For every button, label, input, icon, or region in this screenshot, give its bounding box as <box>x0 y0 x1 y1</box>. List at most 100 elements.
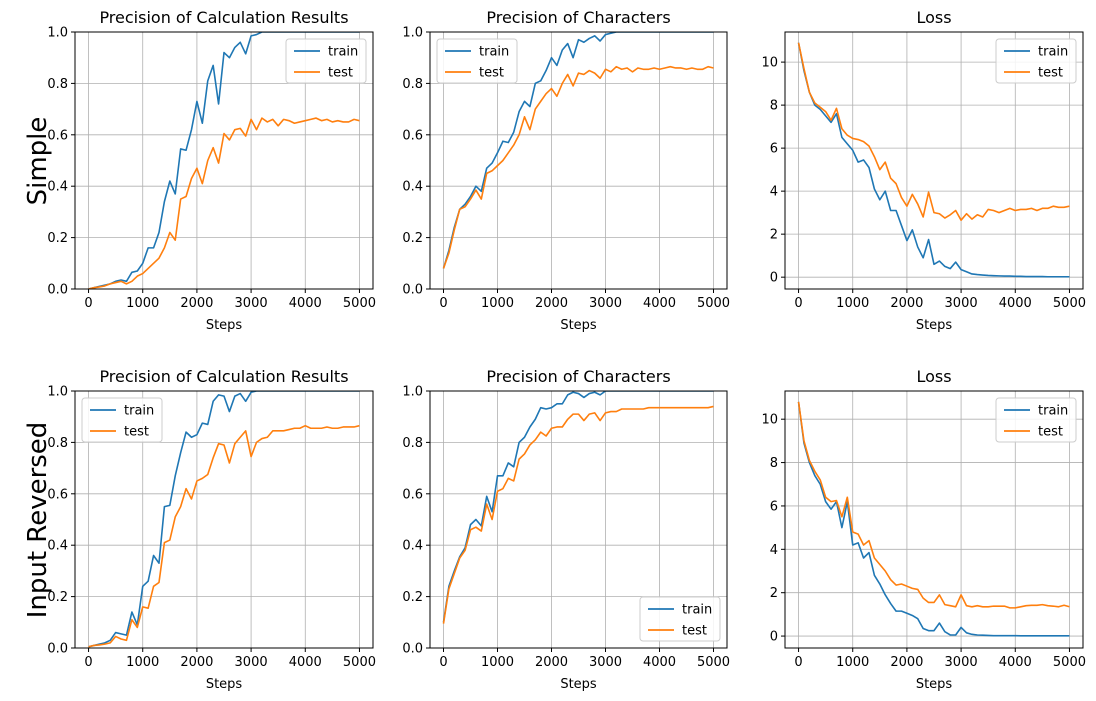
panel-2-ytick-label-4: 0.8 <box>402 77 423 92</box>
panel-2-legend-label-test: test <box>479 66 504 81</box>
panel-4-ytick-label-4: 0.8 <box>47 436 68 451</box>
panel-3-xtick-label-0: 0 <box>794 296 802 311</box>
panel-3-xtick-label-1: 1000 <box>836 296 869 311</box>
panel-3-xtick-label-3: 3000 <box>945 296 978 311</box>
panel-5-ytick-label-5: 1.0 <box>402 385 423 400</box>
panel-2-legend-label-train: train <box>479 45 509 60</box>
panel-3-ytick-label-1: 2 <box>770 228 778 243</box>
panel-6-xtick-label-5: 5000 <box>1053 655 1086 670</box>
panel-2-ytick-label-3: 0.6 <box>402 128 423 143</box>
panel-1-xtick-label-2: 2000 <box>180 296 213 311</box>
panel-4-xtick-label-5: 5000 <box>343 655 376 670</box>
panel-3-xlabel: Steps <box>916 318 953 333</box>
panel-2-legend: train test <box>436 38 518 84</box>
panel-3-legend-label-test: test <box>1038 66 1063 81</box>
panel-6-axes-frame <box>784 390 1084 649</box>
panel-3: 0 1000 2000 3000 4000 5000 0 2 4 6 8 10 Loss Steps tra… <box>761 8 1086 333</box>
panel-2-ytick-label-1: 0.2 <box>402 231 423 246</box>
panel-5-legend: train test <box>639 596 721 642</box>
panel-1-legend: train test <box>285 38 367 84</box>
panel-6-title: Loss <box>916 367 951 386</box>
panel-4-legend: train test <box>81 397 163 443</box>
panel-2-ytick-label-5: 1.0 <box>402 26 423 41</box>
panel-1-xtick-label-0: 0 <box>84 296 92 311</box>
panel-6-xtick-label-4: 4000 <box>999 655 1032 670</box>
panel-4-legend-label-test: test <box>124 425 149 440</box>
row-label-simple: Simple <box>23 117 53 206</box>
panel-1-legend-label-train: train <box>328 45 358 60</box>
panel-6-ytick-label-0: 0 <box>770 630 778 645</box>
panel-2-axes-frame <box>429 31 728 290</box>
panel-4-title: Precision of Calculation Results <box>99 367 348 386</box>
panel-2-xtick-label-5: 5000 <box>697 296 730 311</box>
panel-3-series-test <box>797 42 1070 221</box>
panel-6-ytick-label-2: 4 <box>770 543 778 558</box>
panel-5-ytick-label-0: 0.0 <box>402 642 423 657</box>
panel-5-xtick-label-1: 1000 <box>481 655 514 670</box>
panel-4-xtick-label-3: 3000 <box>235 655 268 670</box>
panel-1-ytick-label-4: 0.8 <box>47 77 68 92</box>
panel-1-xtick-label-4: 4000 <box>289 296 322 311</box>
panel-1-axes-frame <box>74 31 374 290</box>
panel-1-xtick-label-5: 5000 <box>343 296 376 311</box>
panel-5-axes-frame <box>429 390 728 649</box>
panel-1-ytick-label-3: 0.6 <box>47 128 68 143</box>
panel-1-title: Precision of Calculation Results <box>99 8 348 27</box>
panel-3-ytick-label-3: 6 <box>770 142 778 157</box>
panel-1-ytick-label-1: 0.2 <box>47 231 68 246</box>
panel-6-xtick-label-2: 2000 <box>890 655 923 670</box>
panel-2-ytick-label-2: 0.4 <box>402 180 423 195</box>
panel-3-legend-label-train: train <box>1038 45 1068 60</box>
panel-3-ytick-label-0: 0 <box>770 271 778 286</box>
panel-5-xtick-label-5: 5000 <box>697 655 730 670</box>
panel-2: 0 1000 2000 3000 4000 5000 0.0 0.2 0.4 0.6 0.8 1.0 P… <box>402 8 730 333</box>
panel-5-legend-label-train: train <box>682 603 712 618</box>
panel-5-xlabel: Steps <box>560 677 597 692</box>
panel-1: 0 1000 2000 3000 4000 5000 0.0 0.2 0.4 0.6 0.8 1.0 P… <box>47 8 376 333</box>
panel-5-xtick-label-3: 3000 <box>589 655 622 670</box>
panel-3-legend: train test <box>995 38 1077 84</box>
panel-2-xlabel: Steps <box>560 318 597 333</box>
panel-5-xtick-label-4: 4000 <box>643 655 676 670</box>
panel-1-xtick-label-3: 3000 <box>235 296 268 311</box>
panel-6-legend-label-test: test <box>1038 425 1063 440</box>
panel-6-ytick-label-5: 10 <box>761 413 778 428</box>
panel-1-ytick-label-5: 1.0 <box>47 26 68 41</box>
panel-1-xlabel: Steps <box>206 318 243 333</box>
panel-5-title: Precision of Characters <box>486 367 670 386</box>
panel-4-series-train <box>88 391 360 648</box>
panel-1-series-test <box>88 117 360 289</box>
panel-4-axes-frame <box>74 390 374 649</box>
panel-5-legend-label-test: test <box>682 624 707 639</box>
panel-2-xtick-label-1: 1000 <box>481 296 514 311</box>
panel-3-xtick-label-2: 2000 <box>890 296 923 311</box>
panel-6: 0 1000 2000 3000 4000 5000 0 2 4 6 8 10 Loss Steps tra… <box>761 367 1086 692</box>
panel-2-series-test <box>442 65 714 269</box>
panel-4-xlabel: Steps <box>206 677 243 692</box>
panel-5-ytick-label-3: 0.6 <box>402 487 423 502</box>
panel-6-legend-label-train: train <box>1038 404 1068 419</box>
panel-6-xtick-label-1: 1000 <box>836 655 869 670</box>
panel-5-xtick-label-0: 0 <box>439 655 447 670</box>
panel-4-legend-label-train: train <box>124 404 154 419</box>
panel-3-ytick-label-2: 4 <box>770 185 778 200</box>
panel-4-xtick-label-1: 1000 <box>126 655 159 670</box>
panel-4-xtick-label-2: 2000 <box>180 655 213 670</box>
panel-2-xtick-label-2: 2000 <box>535 296 568 311</box>
panel-2-ytick-label-0: 0.0 <box>402 283 423 298</box>
panel-3-ytick-label-4: 8 <box>770 99 778 114</box>
panel-1-xtick-label-1: 1000 <box>126 296 159 311</box>
panel-6-legend: train test <box>995 397 1077 443</box>
panel-5: 0 1000 2000 3000 4000 5000 0.0 0.2 0.4 0.6 0.8 1.0 P… <box>402 367 730 692</box>
panel-4-ytick-label-5: 1.0 <box>47 385 68 400</box>
panel-6-ytick-label-4: 8 <box>770 456 778 471</box>
panel-4-ytick-label-2: 0.4 <box>47 539 68 554</box>
panel-2-xtick-label-0: 0 <box>439 296 447 311</box>
panel-6-series-test <box>797 401 1070 609</box>
panel-5-series-test <box>442 405 714 624</box>
panel-3-axes-frame <box>784 31 1084 290</box>
row-label-input-reversed: Input Reversed <box>23 422 53 619</box>
panel-1-ytick-label-2: 0.4 <box>47 180 68 195</box>
